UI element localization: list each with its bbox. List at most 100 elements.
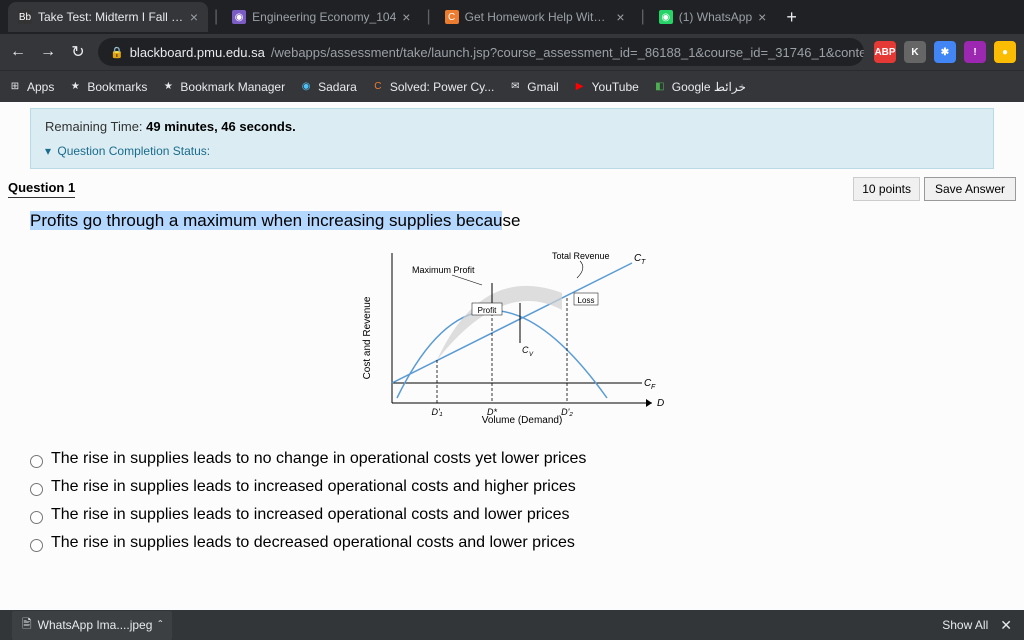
lock-icon: 🔒 — [110, 46, 124, 59]
tab-favicon: C — [445, 10, 459, 24]
tab-favicon: ◉ — [659, 10, 673, 24]
answer-options: The rise in supplies leads to no change … — [30, 450, 994, 552]
tab-title: Get Homework Help With Che — [465, 10, 611, 24]
chart-figure: Cost and Revenue Volume (Demand) CF CT — [30, 243, 994, 438]
option-radio[interactable] — [30, 511, 43, 524]
bookmark-label: Bookmarks — [87, 80, 147, 94]
extension-icon[interactable]: ABP — [874, 41, 896, 63]
bookmark-icon: ⊞ — [8, 80, 22, 94]
browser-tab[interactable]: Bb Take Test: Midterm I Fall 2020 × — [8, 2, 208, 32]
bookmark-item[interactable]: ★ Bookmark Manager — [161, 80, 285, 94]
close-icon[interactable]: × — [758, 9, 766, 25]
svg-text:Cost and Revenue: Cost and Revenue — [362, 296, 373, 379]
tab-title: (1) WhatsApp — [679, 10, 752, 24]
download-filename: WhatsApp Ima....jpeg — [38, 618, 153, 632]
bookmark-icon: ✉ — [508, 80, 522, 94]
bookmark-label: Gmail — [527, 80, 558, 94]
url-domain: blackboard.pmu.edu.sa — [130, 45, 265, 60]
svg-text:Maximum Profit: Maximum Profit — [412, 265, 475, 275]
bookmark-item[interactable]: ✉ Gmail — [508, 80, 558, 94]
chevron-up-icon[interactable]: ˆ — [158, 618, 162, 632]
bookmark-item[interactable]: ★ Bookmarks — [68, 80, 147, 94]
bookmark-icon: C — [371, 80, 385, 94]
bookmark-icon: ◧ — [653, 80, 667, 94]
url-path: /webapps/assessment/take/launch.jsp?cour… — [271, 45, 864, 60]
extension-icon[interactable]: ✱ — [934, 41, 956, 63]
show-all-button[interactable]: Show All — [942, 618, 988, 632]
option-label: The rise in supplies leads to increased … — [51, 478, 576, 496]
status-label: Question Completion Status: — [57, 144, 210, 158]
question-body: Profits go through a maximum when increa… — [0, 201, 1024, 572]
option-radio[interactable] — [30, 483, 43, 496]
tab-title: Engineering Economy_104 — [252, 10, 396, 24]
forward-button[interactable]: → — [38, 43, 58, 61]
question-points: 10 points — [853, 177, 920, 201]
url-input[interactable]: 🔒 blackboard.pmu.edu.sa /webapps/assessm… — [98, 38, 864, 66]
tab-title: Take Test: Midterm I Fall 2020 — [38, 10, 184, 24]
address-bar: ← → ↻ 🔒 blackboard.pmu.edu.sa /webapps/a… — [0, 34, 1024, 70]
close-icon[interactable]: × — [616, 9, 624, 25]
bookmark-label: Bookmark Manager — [180, 80, 285, 94]
timer-label: Remaining Time: — [45, 119, 146, 134]
answer-option: The rise in supplies leads to no change … — [30, 450, 994, 468]
svg-text:T: T — [641, 259, 646, 266]
question-text-highlighted: Profits go through a maximum when increa… — [30, 211, 502, 230]
option-radio[interactable] — [30, 455, 43, 468]
extension-icon[interactable]: ! — [964, 41, 986, 63]
svg-text:Total Revenue: Total Revenue — [552, 251, 610, 261]
bookmarks-bar: ⊞Apps ★ Bookmarks ★ Bookmark Manager ◉Sadara C… — [0, 70, 1024, 102]
option-label: The rise in supplies leads to increased … — [51, 506, 570, 524]
svg-text:C: C — [522, 345, 529, 355]
close-icon[interactable]: ✕ — [1000, 617, 1012, 634]
close-icon[interactable]: × — [190, 9, 198, 25]
browser-tab[interactable]: ◉ Engineering Economy_104 × — [222, 2, 420, 32]
question-header: Question 1 10 points Save Answer — [8, 177, 1016, 201]
answer-option: The rise in supplies leads to increased … — [30, 506, 994, 524]
extension-icon[interactable]: K — [904, 41, 926, 63]
completion-status[interactable]: ▾ Question Completion Status: — [45, 144, 979, 158]
reload-button[interactable]: ↻ — [68, 42, 88, 62]
download-item[interactable]: 🖹 WhatsApp Ima....jpeg ˆ — [12, 611, 172, 640]
answer-option: The rise in supplies leads to increased … — [30, 478, 994, 496]
svg-text:D: D — [657, 398, 664, 409]
svg-text:D'₂: D'₂ — [561, 407, 573, 417]
extension-icon[interactable]: ● — [994, 41, 1016, 63]
bookmark-label: YouTube — [592, 80, 639, 94]
tab-favicon: ◉ — [232, 10, 246, 24]
tab-favicon: Bb — [18, 10, 32, 24]
answer-option: The rise in supplies leads to decreased … — [30, 534, 994, 552]
close-icon[interactable]: × — [402, 9, 410, 25]
browser-tab[interactable]: ◉ (1) WhatsApp × — [649, 2, 777, 32]
extension-icons: ABP K ✱! ● — [874, 41, 1016, 63]
bookmark-item[interactable]: ◉Sadara — [299, 80, 357, 94]
svg-text:Loss: Loss — [578, 296, 595, 305]
bookmark-item[interactable]: ▶ YouTube — [573, 80, 639, 94]
file-icon: 🖹 — [22, 615, 32, 636]
new-tab-button[interactable]: + — [778, 7, 805, 28]
option-radio[interactable] — [30, 539, 43, 552]
bookmark-icon: ★ — [68, 80, 82, 94]
browser-tab[interactable]: C Get Homework Help With Che × — [435, 2, 635, 32]
bookmark-label: Solved: Power Cy... — [390, 80, 494, 94]
bookmark-item[interactable]: ⊞Apps — [8, 80, 54, 94]
bookmark-item[interactable]: ◧ Google خرائط — [653, 80, 746, 94]
svg-text:V: V — [529, 352, 534, 358]
question-number: Question 1 — [8, 180, 75, 198]
page-content: Remaining Time: 49 minutes, 46 seconds. … — [0, 102, 1024, 610]
bookmark-icon: ▶ — [573, 80, 587, 94]
option-label: The rise in supplies leads to decreased … — [51, 534, 575, 552]
bookmark-icon: ★ — [161, 80, 175, 94]
bookmark-item[interactable]: C Solved: Power Cy... — [371, 80, 494, 94]
question-text-rest: se — [502, 211, 520, 230]
svg-text:Profit: Profit — [478, 306, 497, 315]
back-button[interactable]: ← — [8, 43, 28, 61]
bookmark-label: Sadara — [318, 80, 357, 94]
bookmark-label: Google خرائط — [672, 80, 746, 94]
svg-text:F: F — [651, 384, 656, 391]
timer-value: 49 minutes, 46 seconds. — [146, 119, 296, 134]
svg-text:D*: D* — [487, 407, 497, 417]
chevron-down-icon: ▾ — [45, 144, 51, 158]
timer-panel: Remaining Time: 49 minutes, 46 seconds. … — [30, 108, 994, 169]
save-answer-button[interactable]: Save Answer — [924, 177, 1016, 201]
option-label: The rise in supplies leads to no change … — [51, 450, 586, 468]
